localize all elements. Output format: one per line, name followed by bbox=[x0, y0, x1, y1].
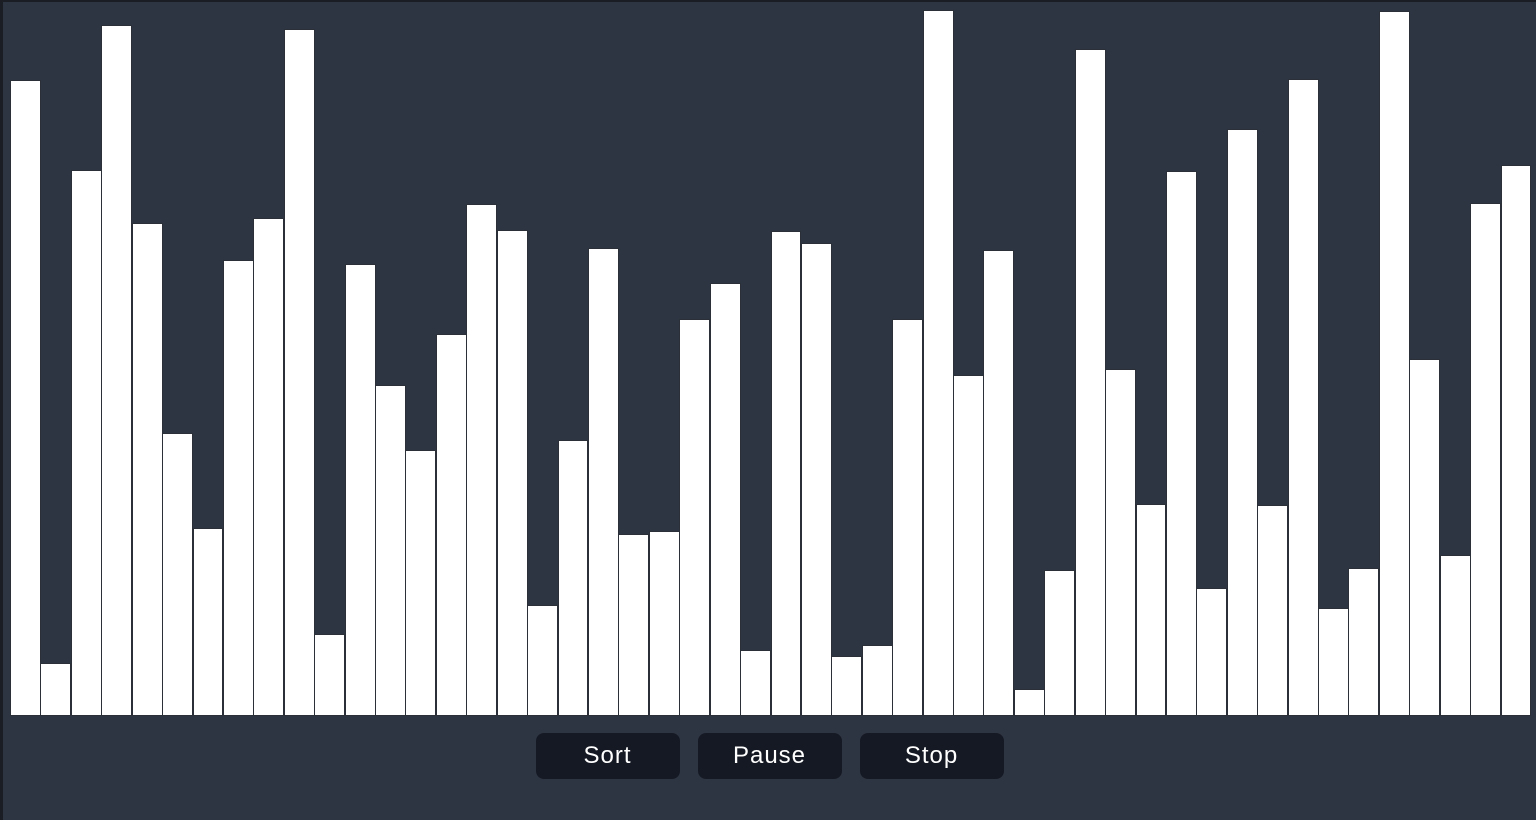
array-bar bbox=[861, 645, 893, 716]
array-bar bbox=[1439, 555, 1471, 716]
array-bar bbox=[1287, 79, 1319, 716]
array-bar bbox=[587, 248, 619, 716]
array-bar bbox=[1226, 129, 1258, 716]
array-bar bbox=[648, 531, 680, 716]
array-bar bbox=[740, 650, 771, 716]
array-bar bbox=[831, 656, 863, 716]
pause-button[interactable]: Pause bbox=[697, 733, 842, 779]
array-bar bbox=[892, 319, 924, 716]
array-bar bbox=[1500, 165, 1532, 716]
array-bar bbox=[131, 223, 163, 716]
array-bar bbox=[1013, 689, 1045, 716]
array-bar bbox=[1409, 359, 1441, 716]
array-bar bbox=[496, 230, 528, 716]
array-bar bbox=[618, 534, 650, 716]
array-bar bbox=[1165, 171, 1197, 716]
array-bar bbox=[1044, 570, 1076, 716]
array-bar bbox=[405, 450, 437, 716]
sort-button[interactable]: Sort bbox=[535, 733, 680, 779]
bars-area bbox=[10, 2, 1532, 716]
stop-button[interactable]: Stop bbox=[859, 733, 1004, 779]
array-bar bbox=[1257, 505, 1289, 716]
array-bar bbox=[770, 231, 802, 716]
array-bar bbox=[1135, 504, 1167, 716]
array-bar bbox=[709, 283, 741, 716]
array-bar bbox=[953, 375, 984, 716]
array-bar bbox=[466, 204, 498, 716]
array-bar bbox=[800, 243, 832, 716]
array-bar bbox=[922, 10, 954, 716]
array-bar bbox=[983, 250, 1015, 716]
array-bar bbox=[1348, 568, 1380, 716]
array-bar bbox=[557, 440, 589, 716]
array-bar bbox=[192, 528, 224, 716]
array-bar bbox=[1196, 588, 1228, 716]
array-bar bbox=[1378, 11, 1410, 716]
array-bar bbox=[283, 29, 315, 716]
array-bar bbox=[70, 170, 102, 716]
array-bar bbox=[1318, 608, 1349, 716]
array-bar bbox=[527, 605, 559, 716]
array-bar bbox=[1074, 49, 1106, 716]
array-bar bbox=[10, 80, 41, 716]
array-bar bbox=[1470, 203, 1502, 716]
array-bar bbox=[1105, 369, 1137, 716]
array-bar bbox=[344, 264, 376, 716]
array-bar bbox=[253, 218, 285, 716]
array-bar bbox=[314, 634, 346, 716]
array-bar bbox=[101, 25, 133, 716]
array-bar bbox=[222, 260, 254, 716]
array-bar bbox=[375, 385, 406, 716]
array-bar bbox=[162, 433, 193, 716]
array-bar bbox=[679, 319, 711, 716]
array-bar bbox=[40, 663, 72, 716]
controls-bar: Sort Pause Stop bbox=[3, 733, 1536, 779]
array-bar bbox=[435, 334, 467, 716]
